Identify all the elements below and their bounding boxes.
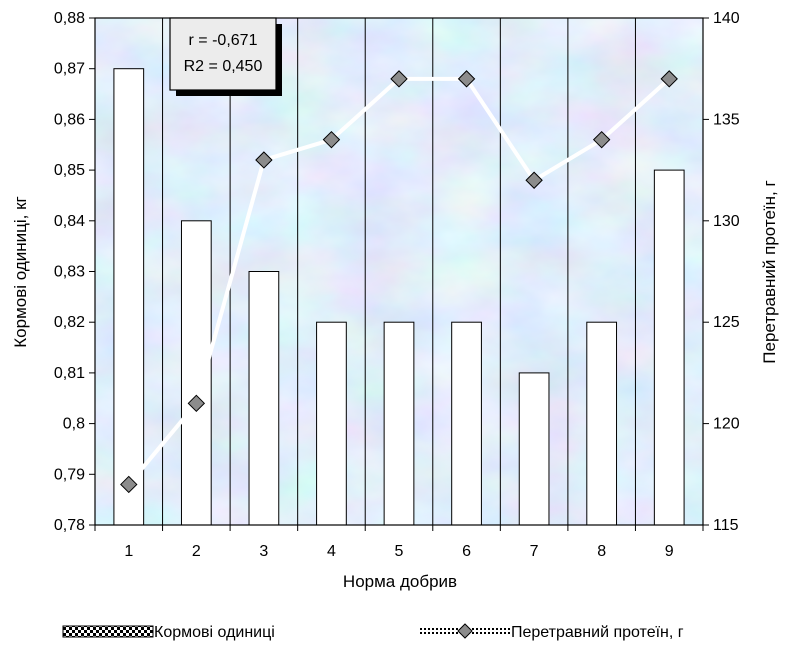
left-tick-label: 0,8 bbox=[63, 416, 85, 433]
vertical-grid bbox=[162, 18, 636, 525]
legend-marker-icon bbox=[457, 623, 473, 639]
stat-r2: R2 = 0,450 bbox=[184, 58, 263, 75]
right-axis: 115 120 125 130 135 140 bbox=[703, 10, 740, 534]
legend-swatch-bars bbox=[62, 625, 154, 638]
x-tick-label: 9 bbox=[665, 543, 674, 560]
bar bbox=[316, 321, 347, 526]
left-tick-label: 0,84 bbox=[54, 213, 85, 230]
line-marker bbox=[592, 130, 611, 149]
bar bbox=[653, 169, 685, 526]
stats-box: r = -0,671 R2 = 0,450 bbox=[169, 17, 282, 96]
bar-series bbox=[113, 68, 685, 526]
left-tick-label: 0,79 bbox=[54, 466, 85, 483]
left-tick-label: 0,85 bbox=[54, 162, 85, 179]
legend-item-bars: Кормові одиниці bbox=[62, 624, 275, 641]
right-tick-label: 125 bbox=[713, 314, 740, 331]
x-tick-label: 8 bbox=[597, 543, 606, 560]
legend: Кормові одиниці Перетравний протеїн, г bbox=[62, 623, 684, 641]
bar bbox=[451, 321, 482, 526]
legend-label-bars: Кормові одиниці bbox=[154, 624, 275, 641]
left-axis-title: Кормові одиниці, кг bbox=[11, 196, 30, 347]
line-marker bbox=[187, 394, 206, 413]
right-axis-title: Перетравний протеїн, г bbox=[760, 180, 779, 363]
left-tick-label: 0,78 bbox=[54, 517, 85, 534]
left-tick-label: 0,88 bbox=[54, 10, 85, 27]
x-tick-label: 5 bbox=[395, 543, 404, 560]
left-tick-label: 0,87 bbox=[54, 61, 85, 78]
line-marker bbox=[120, 475, 138, 494]
left-tick-label: 0,86 bbox=[54, 111, 85, 128]
right-tick-label: 115 bbox=[713, 517, 739, 534]
line-marker bbox=[660, 70, 678, 88]
left-axis: 0,78 0,79 0,8 0,81 0,82 0,83 0,84 0,85 0,86 0,87 0… bbox=[54, 10, 95, 534]
stat-r: r = -0,671 bbox=[189, 32, 258, 49]
bar bbox=[113, 68, 145, 526]
line-series bbox=[120, 70, 678, 494]
right-tick-label: 120 bbox=[713, 416, 740, 433]
line-marker bbox=[390, 70, 408, 88]
x-axis: 1 2 3 4 5 6 7 8 9 bbox=[94, 525, 704, 560]
right-tick-label: 130 bbox=[713, 213, 740, 230]
left-tick-label: 0,81 bbox=[54, 365, 85, 382]
x-tick-label: 2 bbox=[192, 543, 201, 560]
left-tick-label: 0,82 bbox=[54, 314, 85, 331]
x-tick-label: 1 bbox=[124, 543, 133, 560]
line-marker bbox=[255, 151, 273, 169]
x-tick-label: 6 bbox=[462, 543, 471, 560]
right-tick-label: 140 bbox=[713, 10, 740, 27]
stats-box-panel bbox=[169, 17, 277, 91]
x-tick-label: 3 bbox=[259, 543, 268, 560]
bar bbox=[383, 321, 415, 526]
bar bbox=[586, 321, 618, 526]
line-marker bbox=[322, 130, 341, 149]
right-tick-label: 135 bbox=[713, 111, 740, 128]
bar bbox=[518, 372, 550, 526]
x-axis-title: Норма добрив bbox=[343, 572, 457, 591]
line-marker bbox=[457, 70, 476, 88]
legend-label-line: Перетравний протеїн, г bbox=[511, 624, 684, 641]
x-tick-label: 4 bbox=[327, 543, 336, 560]
x-tick-label: 7 bbox=[530, 543, 539, 560]
left-tick-label: 0,83 bbox=[54, 264, 85, 281]
bar bbox=[248, 271, 280, 526]
line-marker bbox=[525, 171, 543, 189]
legend-item-line: Перетравний протеїн, г bbox=[420, 623, 684, 641]
